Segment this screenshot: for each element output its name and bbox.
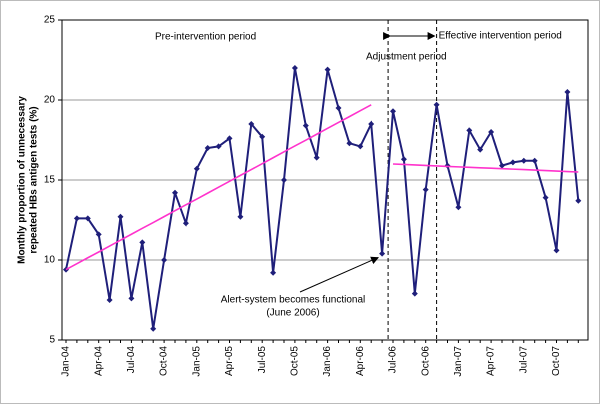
data-point bbox=[411, 290, 418, 297]
data-point bbox=[259, 133, 266, 140]
x-tick-label: Oct-04 bbox=[159, 346, 170, 376]
data-point bbox=[346, 140, 353, 147]
data-point bbox=[73, 215, 80, 222]
x-tick-label: Jul-07 bbox=[518, 346, 529, 374]
y-axis-label: repeated HBs antigen tests (%) bbox=[29, 106, 40, 253]
data-point bbox=[324, 66, 331, 73]
data-point bbox=[575, 197, 582, 204]
data-point bbox=[553, 247, 560, 254]
y-tick-label: 25 bbox=[44, 15, 56, 26]
data-point bbox=[368, 121, 375, 127]
data-point bbox=[215, 143, 222, 150]
data-point bbox=[139, 239, 146, 246]
data-point bbox=[400, 156, 407, 163]
data-point bbox=[477, 146, 484, 153]
annotation: Alert-system becomes functional bbox=[221, 295, 366, 306]
data-point bbox=[357, 143, 364, 150]
data-point bbox=[281, 177, 287, 183]
annotation: Effective intervention period bbox=[439, 31, 562, 42]
annotation: Adjustment period bbox=[366, 52, 447, 63]
x-tick-label: Oct-07 bbox=[551, 346, 562, 376]
plot-area bbox=[61, 19, 589, 341]
x-tick-label: Apr-07 bbox=[486, 346, 497, 376]
data-point bbox=[182, 220, 189, 227]
x-tick-label: Jan-07 bbox=[453, 346, 464, 377]
series-line bbox=[392, 163, 579, 173]
data-point bbox=[95, 231, 102, 238]
data-point bbox=[335, 105, 342, 111]
data-point bbox=[270, 269, 277, 276]
data-point bbox=[204, 145, 211, 151]
data-point bbox=[488, 129, 495, 135]
data-point bbox=[542, 194, 549, 201]
data-point bbox=[84, 215, 91, 222]
x-tick-label: Jan-05 bbox=[191, 346, 202, 377]
data-point bbox=[291, 65, 298, 71]
y-tick-label: 10 bbox=[44, 255, 56, 266]
data-point bbox=[128, 295, 135, 302]
annotation-arrow bbox=[299, 256, 380, 293]
x-tick-label: Jul-05 bbox=[257, 346, 268, 374]
data-point bbox=[161, 257, 168, 263]
data-point bbox=[531, 157, 538, 164]
data-point bbox=[150, 325, 157, 332]
y-axis-label: Monthly proportion of unnecessary bbox=[17, 96, 28, 264]
data-point bbox=[193, 165, 200, 172]
data-point bbox=[379, 250, 386, 257]
data-point bbox=[433, 101, 440, 108]
data-point bbox=[248, 121, 255, 127]
data-point bbox=[466, 127, 473, 134]
series-line bbox=[65, 67, 580, 329]
x-tick-label: Jul-06 bbox=[388, 346, 399, 374]
series-line bbox=[65, 104, 372, 271]
data-point bbox=[237, 213, 244, 220]
data-point bbox=[302, 122, 309, 129]
data-point bbox=[564, 89, 571, 95]
x-tick-label: Jul-04 bbox=[126, 346, 137, 374]
data-point bbox=[509, 159, 516, 166]
data-point bbox=[520, 157, 527, 164]
data-point bbox=[106, 297, 113, 303]
y-tick-label: 20 bbox=[44, 95, 56, 106]
x-tick-label: Apr-04 bbox=[93, 346, 104, 376]
x-tick-label: Apr-05 bbox=[224, 346, 235, 376]
data-point bbox=[226, 135, 233, 142]
x-tick-label: Apr-06 bbox=[355, 346, 366, 376]
data-point bbox=[390, 108, 396, 115]
data-point bbox=[172, 189, 178, 196]
annotation: Pre-intervention period bbox=[155, 32, 256, 43]
x-tick-label: Oct-06 bbox=[420, 346, 431, 376]
x-tick-label: Oct-05 bbox=[290, 346, 301, 376]
y-tick-label: 5 bbox=[49, 335, 55, 346]
x-tick-label: Jan-06 bbox=[322, 346, 333, 377]
data-point bbox=[313, 154, 320, 161]
data-point bbox=[499, 162, 505, 169]
data-point bbox=[422, 186, 429, 193]
data-point bbox=[455, 204, 462, 211]
x-tick-label: Jan-04 bbox=[61, 346, 72, 377]
annotation: (June 2006) bbox=[266, 308, 319, 319]
y-tick-label: 15 bbox=[44, 175, 56, 186]
data-point bbox=[117, 213, 124, 220]
